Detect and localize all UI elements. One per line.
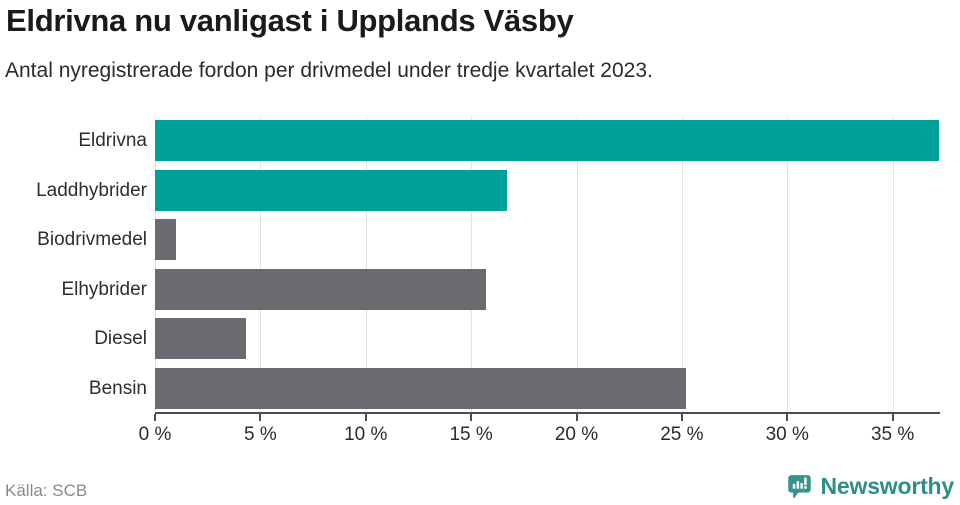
gridline-20 [576,116,578,413]
gridline-10 [365,116,367,413]
category-label-bensin: Bensin [88,377,147,399]
brand-name: Newsworthy [820,473,955,499]
bar-diesel [155,318,246,360]
bar-biodrivmedel [155,219,177,261]
plot-area [155,116,939,413]
category-label-laddhybrider: Laddhybrider [36,179,147,201]
x-tick-mark-10 [364,414,367,421]
bar-elhybrider [155,268,486,310]
gridline-30 [787,116,789,413]
category-label-biodrivmedel: Biodrivmedel [37,229,147,251]
x-tick-label-10: 10 % [344,424,388,445]
x-tick-mark-25 [680,414,683,421]
category-label-eldrivna: Eldrivna [78,130,147,152]
x-tick-label-25: 25 % [660,424,704,445]
x-tick-label-5: 5 % [244,424,277,445]
chart-subtitle: Antal nyregistrerade fordon per drivmede… [5,59,653,82]
bar-bensin [155,367,687,409]
chart-title: Eldrivna nu vanligast i Upplands Väsby [6,3,574,38]
x-tick-mark-30 [786,414,789,421]
gridline-35 [892,116,894,413]
x-tick-mark-15 [470,414,473,421]
newsworthy-logo-icon [787,475,811,498]
gridline-0 [155,116,156,413]
category-label-elhybrider: Elhybrider [61,278,147,300]
x-axis-line [155,412,940,414]
gridline-5 [260,116,262,413]
x-tick-label-20: 20 % [554,424,599,445]
category-axis: Eldrivna Laddhybrider Biodrivmedel Elhybrid… [0,116,147,413]
category-label-diesel: Diesel [94,328,147,350]
x-tick-mark-35 [891,414,894,421]
source-note: Källa: SCB [5,481,88,500]
bar-eldrivna [155,120,939,162]
gridline-15 [471,116,473,413]
x-tick-label-35: 35 % [870,424,915,445]
x-tick-label-30: 30 % [765,424,809,445]
x-tick-mark-0 [154,414,156,421]
bar-laddhybrider [155,169,507,211]
x-tick-label-15: 15 % [449,424,493,445]
x-tick-label-0: 0 % [138,424,172,445]
newsworthy-brand: Newsworthy [785,472,954,501]
x-tick-mark-5 [259,414,262,421]
x-axis-ticks: 0 % 5 % 10 % 15 % 20 % 25 % 30 % 35 % [139,414,939,454]
x-tick-mark-20 [575,414,578,421]
gridline-25 [681,116,683,413]
